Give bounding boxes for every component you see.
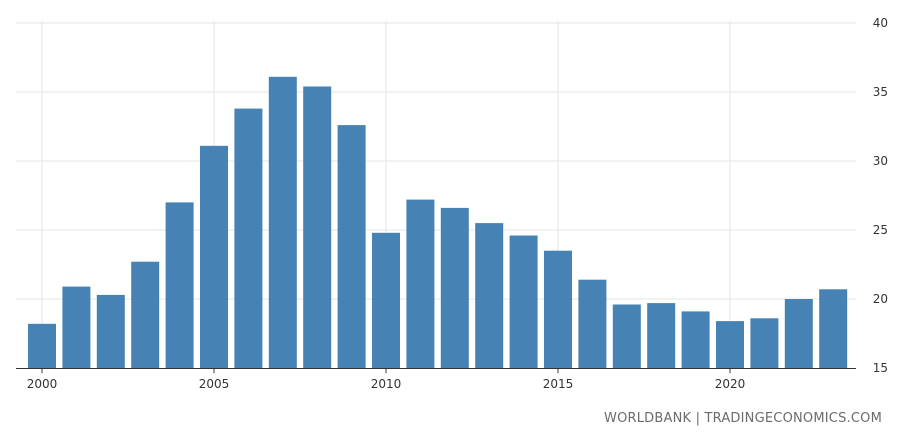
y-tick-label: 35 [873,85,888,99]
y-tick-label: 25 [873,223,888,237]
bar-2021 [750,318,779,368]
bar-2020 [716,321,744,368]
bar-2011 [406,199,435,368]
bar-2013 [475,223,504,368]
bar-2001 [62,286,91,368]
bar-2018 [647,303,676,368]
y-tick-label: 30 [873,154,888,168]
y-axis-ticks: 15 20 25 30 35 40 [873,16,888,375]
grid-lines [16,21,856,368]
x-tick-label: 2000 [27,377,58,391]
bar-2014 [509,235,538,368]
bar-2003 [131,261,160,368]
bar-2023 [819,289,848,368]
bar-2005 [200,145,228,368]
bar-2016 [578,279,607,368]
bar-2007 [268,76,297,369]
bar-2000 [28,323,56,368]
bar-2012 [440,207,469,368]
bar-2002 [96,294,125,368]
x-tick-label: 2020 [715,377,746,391]
y-tick-label: 15 [873,361,888,375]
x-tick-label: 2015 [543,377,574,391]
bar-2015 [544,250,572,368]
bar-2006 [234,108,263,368]
bar-2008 [303,86,332,368]
bar-2009 [337,125,366,368]
bar-2019 [681,311,710,368]
bar-2022 [784,299,813,368]
x-axis-ticks: 2000 2005 2010 2015 2020 [27,368,746,391]
bars [28,76,848,369]
y-tick-label: 40 [873,16,888,30]
bar-2017 [612,304,641,368]
x-tick-label: 2010 [371,377,402,391]
x-tick-label: 2005 [199,377,230,391]
bar-2004 [165,202,194,368]
bar-2010 [372,232,400,368]
source-credit: WORLDBANK | TRADINGECONOMICS.COM [604,411,882,426]
y-tick-label: 20 [873,292,888,306]
